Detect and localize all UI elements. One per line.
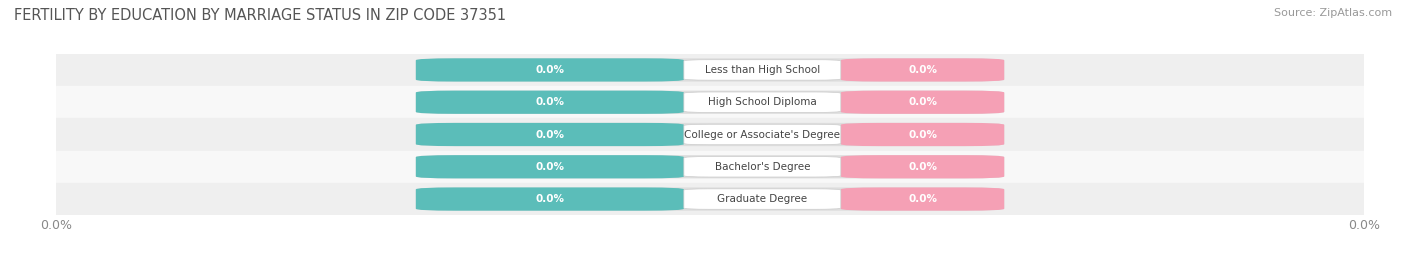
Text: 0.0%: 0.0% — [536, 65, 564, 75]
FancyBboxPatch shape — [683, 157, 841, 177]
Text: 0.0%: 0.0% — [536, 129, 564, 140]
FancyBboxPatch shape — [416, 155, 683, 178]
FancyBboxPatch shape — [841, 123, 1004, 146]
Text: 0.0%: 0.0% — [908, 129, 936, 140]
FancyBboxPatch shape — [416, 91, 1004, 114]
FancyBboxPatch shape — [683, 124, 841, 145]
Bar — [56, 86, 1364, 118]
FancyBboxPatch shape — [416, 123, 1004, 146]
Text: 0.0%: 0.0% — [908, 97, 936, 107]
Text: 0.0%: 0.0% — [908, 162, 936, 172]
FancyBboxPatch shape — [841, 155, 1004, 178]
FancyBboxPatch shape — [841, 187, 1004, 211]
Text: Less than High School: Less than High School — [704, 65, 820, 75]
Text: High School Diploma: High School Diploma — [709, 97, 817, 107]
FancyBboxPatch shape — [416, 58, 1004, 82]
Bar — [56, 183, 1364, 215]
FancyBboxPatch shape — [416, 123, 683, 146]
Text: 0.0%: 0.0% — [536, 97, 564, 107]
FancyBboxPatch shape — [416, 155, 1004, 178]
Text: College or Associate's Degree: College or Associate's Degree — [685, 129, 841, 140]
FancyBboxPatch shape — [416, 187, 683, 211]
Bar — [56, 118, 1364, 151]
Text: 0.0%: 0.0% — [536, 162, 564, 172]
Text: Source: ZipAtlas.com: Source: ZipAtlas.com — [1274, 8, 1392, 18]
FancyBboxPatch shape — [683, 189, 841, 209]
FancyBboxPatch shape — [841, 91, 1004, 114]
FancyBboxPatch shape — [416, 58, 683, 82]
Text: Graduate Degree: Graduate Degree — [717, 194, 807, 204]
FancyBboxPatch shape — [683, 60, 841, 80]
Bar — [56, 151, 1364, 183]
FancyBboxPatch shape — [416, 91, 683, 114]
Text: 0.0%: 0.0% — [908, 194, 936, 204]
Text: 0.0%: 0.0% — [536, 194, 564, 204]
Text: FERTILITY BY EDUCATION BY MARRIAGE STATUS IN ZIP CODE 37351: FERTILITY BY EDUCATION BY MARRIAGE STATU… — [14, 8, 506, 23]
FancyBboxPatch shape — [841, 58, 1004, 82]
Bar — [56, 54, 1364, 86]
Text: 0.0%: 0.0% — [908, 65, 936, 75]
FancyBboxPatch shape — [416, 187, 1004, 211]
FancyBboxPatch shape — [683, 92, 841, 112]
Text: Bachelor's Degree: Bachelor's Degree — [714, 162, 810, 172]
